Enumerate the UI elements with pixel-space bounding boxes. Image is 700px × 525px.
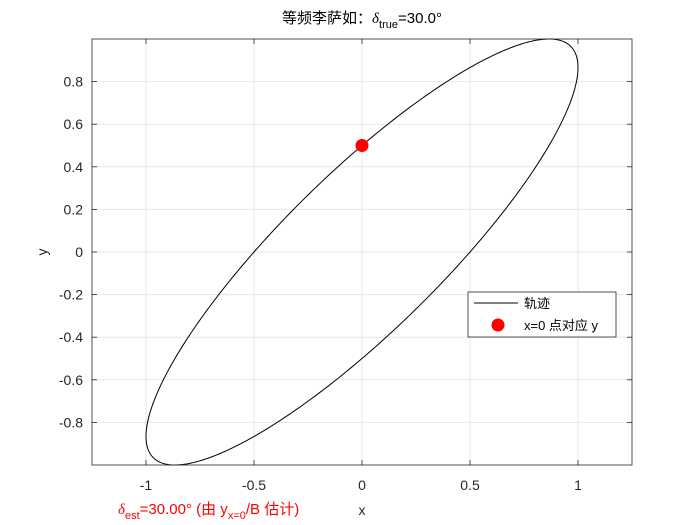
legend-box bbox=[467, 291, 617, 338]
y-tick-label: -0.4 bbox=[59, 329, 83, 345]
axis-ticks: -1 -0.5 0 0.5 1 -0.8 -0.6 -0.4 -0.2 0 0.2 0.4 0.6 0.8 bbox=[59, 39, 632, 493]
legend: 轨迹 x=0 点对应 y bbox=[467, 291, 617, 338]
y-tick-label: 0.8 bbox=[64, 74, 84, 90]
x-tick-label: -1 bbox=[140, 477, 153, 493]
delta-est-annotation: δest=30.00° (由 yx=0/B 估计) bbox=[118, 501, 299, 522]
annotation-y-sub: x=0 bbox=[228, 510, 246, 522]
y-axis-label: y bbox=[34, 249, 50, 256]
x-tick-label: 0.5 bbox=[460, 477, 480, 493]
x-tick-label: 0 bbox=[358, 477, 366, 493]
chart-title-prefix: 等频李萨如： bbox=[282, 9, 372, 27]
y-tick-label: -0.6 bbox=[59, 372, 83, 388]
x-tick-label: -0.5 bbox=[242, 477, 266, 493]
annotation-tail: /B 估计) bbox=[246, 501, 299, 518]
y-tick-label: 0 bbox=[75, 244, 83, 260]
chart-title-sub: true bbox=[379, 19, 398, 31]
y-tick-label: 0.4 bbox=[64, 159, 84, 175]
x-axis-label: x bbox=[359, 502, 366, 518]
chart-title-suffix: =30.0° bbox=[398, 10, 442, 27]
y-tick-label: 0.2 bbox=[64, 201, 84, 217]
chart-title: 等频李萨如：δtrue=30.0° bbox=[282, 9, 442, 31]
legend-label-marker: x=0 点对应 y bbox=[524, 318, 599, 333]
annotation-delta: δ bbox=[118, 502, 126, 518]
y-tick-label: -0.8 bbox=[59, 414, 83, 430]
y-tick-label: 0.6 bbox=[64, 116, 84, 132]
chart-title-delta: δ bbox=[372, 11, 380, 27]
x0-marker bbox=[355, 139, 369, 152]
legend-label-trajectory: 轨迹 bbox=[524, 296, 550, 311]
x-tick-label: 1 bbox=[574, 477, 582, 493]
annotation-delta-sub: est bbox=[125, 510, 140, 522]
annotation-value: =30.00° (由 y bbox=[140, 501, 229, 518]
y-tick-label: -0.2 bbox=[59, 287, 83, 303]
legend-marker-swatch bbox=[491, 318, 505, 332]
